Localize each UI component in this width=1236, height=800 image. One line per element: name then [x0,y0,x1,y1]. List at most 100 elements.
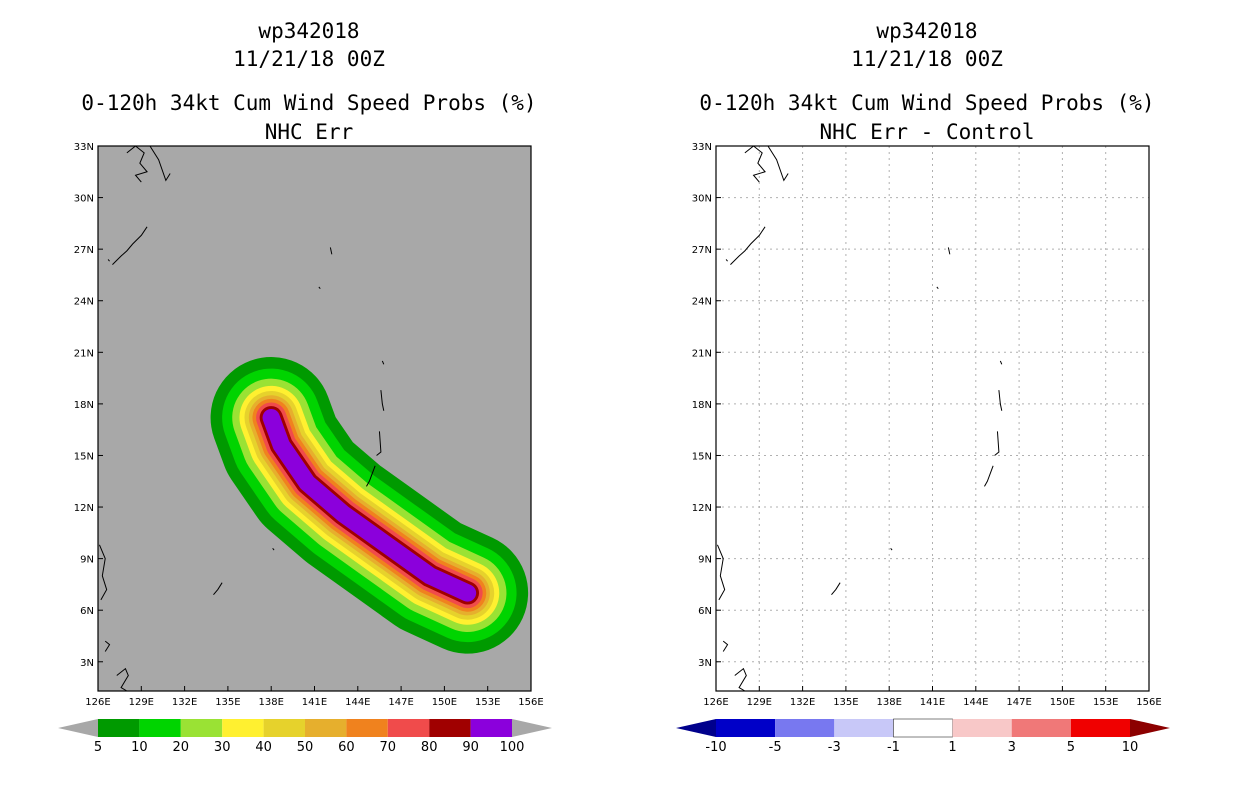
colorbar-label: 40 [255,740,272,755]
y-tick-label: 18N [692,400,712,411]
colorbar-label: 1 [948,740,956,755]
coastline [376,431,382,456]
colorbar-label: -1 [887,740,900,755]
colorbar-under-triangle [676,719,716,737]
x-tick-label: 126E [703,697,728,708]
colorbar-segment [346,719,388,737]
colorbar-segment [1011,719,1071,737]
coastline [716,544,726,601]
colorbar-label: 90 [462,740,479,755]
x-tick-label: 156E [1136,697,1161,708]
x-tick-label: 153E [1093,697,1118,708]
colorbar-segment [305,719,347,737]
coastline [272,547,275,551]
probability-map: 126E 129E 132E 135E 138E 141E 144E 147E 150E 153E… [58,142,552,755]
colorbar-segment [429,719,471,737]
coastline [366,465,376,487]
colorbar-label: 5 [1067,740,1075,755]
coastline [936,286,939,290]
colorbar-label: 80 [421,740,438,755]
x-tick-label: 132E [790,697,815,708]
y-tick-label: 33N [74,142,94,153]
y-tick-label: 3N [80,658,94,669]
x-tick-label: 144E [345,697,370,708]
storm-id-title: wp342018 [258,19,360,43]
coastline [734,667,747,692]
coastline [149,145,171,182]
coastline [104,640,111,652]
colorbar-label: -5 [769,740,782,755]
x-tick-label: 135E [215,697,240,708]
x-tick-label: 132E [172,697,197,708]
y-tick-label: 15N [74,451,94,462]
colorbar-label: 100 [500,740,525,755]
colorbar-segment [952,719,1012,737]
y-tick-label: 3N [698,658,712,669]
coastline [213,582,223,596]
coastline [98,544,108,601]
coastline [116,667,129,692]
coastline [999,360,1003,365]
init-time-title: 11/21/18 00Z [851,47,1003,71]
x-tick-label: 129E [129,697,154,708]
colorbar-label: 60 [338,740,355,755]
colorbar-label: -10 [705,740,726,755]
x-tick-label: 138E [876,697,901,708]
coastline [994,431,1000,456]
coastline [107,259,110,262]
coastline [730,226,766,265]
colorbar-segment [470,719,512,737]
coastline [329,247,333,255]
x-tick-label: 129E [747,697,772,708]
coastline [318,286,321,290]
y-tick-label: 15N [692,451,712,462]
x-tick-label: 144E [963,697,988,708]
colorbar-segment [180,719,223,737]
coastline [984,465,994,487]
left-panel: wp342018 11/21/18 00Z 0-120h 34kt Cum Wi… [58,19,552,755]
y-tick-label: 6N [80,606,94,617]
product-title: 0-120h 34kt Cum Wind Speed Probs (%) [81,91,537,115]
x-tick-label: 138E [258,697,283,708]
y-tick-label: 9N [698,555,712,566]
x-tick-label: 141E [302,697,327,708]
x-tick-label: 156E [518,697,543,708]
y-tick-label: 6N [698,606,712,617]
x-tick-label: 147E [1006,697,1031,708]
coastline [767,145,789,182]
colorbar-segment [387,719,430,737]
y-tick-label: 30N [692,194,712,205]
colorbar-label: 10 [1122,740,1139,755]
y-tick-label: 27N [74,245,94,256]
colorbar-segment [775,719,835,737]
x-tick-label: 135E [833,697,858,708]
colorbar-segment [716,719,776,737]
y-tick-label: 21N [74,348,94,359]
coastline [381,360,385,365]
probability-band-90 [262,408,477,602]
colorbar-label: 50 [297,740,314,755]
y-tick-label: 27N [692,245,712,256]
colorbar-label: 10 [131,740,148,755]
x-tick-label: 153E [475,697,500,708]
coastline [722,640,729,652]
colorbar-segment [222,719,264,737]
product-subtitle: NHC Err [264,120,354,144]
coastline [890,547,893,551]
colorbar-segment [139,719,181,737]
coastline [380,390,385,411]
init-time-title: 11/21/18 00Z [233,47,385,71]
product-subtitle: NHC Err - Control [819,120,1035,144]
colorbar-segment [1070,719,1130,737]
x-tick-label: 147E [388,697,413,708]
colorbar-label: 30 [214,740,231,755]
y-tick-label: 18N [74,400,94,411]
colorbar-label: 70 [380,740,397,755]
colorbar-segment [893,718,953,738]
colorbar-under-triangle [58,719,98,737]
y-tick-label: 12N [692,503,712,514]
colorbar-label: 20 [173,740,190,755]
y-tick-label: 24N [692,297,712,308]
colorbar-label: -3 [828,740,841,755]
y-tick-label: 24N [74,297,94,308]
